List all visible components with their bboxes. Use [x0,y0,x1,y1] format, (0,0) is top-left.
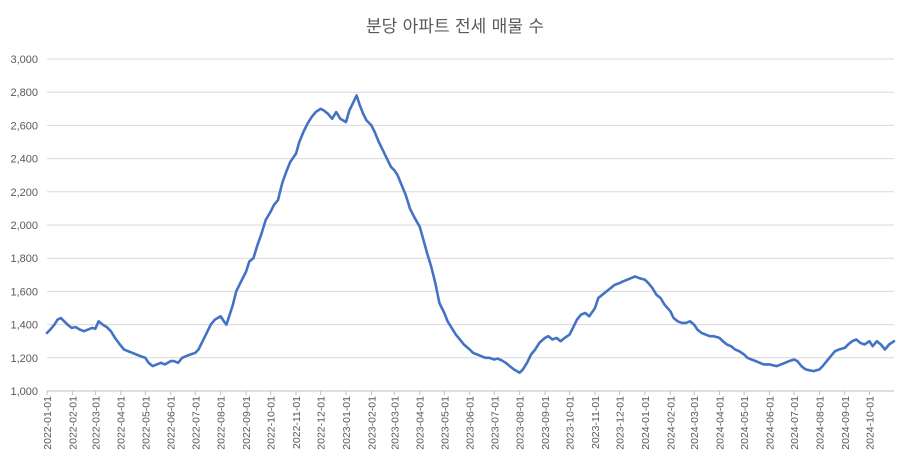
x-tick-label: 2022-09-01 [241,396,253,450]
x-tick-label: 2024-07-01 [789,396,801,450]
x-tick-label: 2024-04-01 [715,396,727,450]
x-tick-label: 2023-11-01 [590,396,602,449]
x-tick-label: 2022-12-01 [316,396,328,450]
x-tick-label: 2023-03-01 [389,396,401,450]
x-tick-label: 2023-09-01 [540,396,552,450]
x-tick-label: 2022-11-01 [291,396,303,449]
y-tick-label: 2,200 [10,187,38,199]
x-tick-label: 2023-10-01 [565,396,577,450]
series-line [45,94,896,374]
x-tick-label: 2023-06-01 [465,396,477,450]
x-tick-label: 2024-02-01 [665,396,677,450]
x-tick-label: 2024-06-01 [764,396,776,450]
y-tick-label: 1,400 [10,320,38,332]
x-tick-label: 2023-02-01 [366,396,378,450]
gridlines [47,58,894,359]
y-tick-label: 2,600 [10,120,38,132]
x-tick-label: 2023-12-01 [615,396,627,450]
x-tick-label: 2024-09-01 [840,396,852,450]
x-tick-label: 2023-01-01 [341,396,353,450]
x-tick-label: 2024-08-01 [814,396,826,450]
series-layer [45,94,896,374]
x-tick-label: 2023-07-01 [489,396,501,450]
x-tick-label: 2024-05-01 [739,396,751,450]
x-tick-label: 2022-10-01 [266,396,278,450]
x-tick-label: 2024-10-01 [864,396,876,450]
y-tick-label: 1,000 [10,386,38,398]
y-tick-label: 1,800 [10,253,38,265]
y-tick-label: 1,600 [10,286,38,298]
x-tick-label: 2022-04-01 [116,396,128,450]
x-tick-label: 2022-08-01 [216,396,228,450]
x-tick-label: 2023-05-01 [439,396,451,450]
x-tick-label: 2022-01-01 [42,396,54,450]
y-tick-label: 2,800 [10,87,38,99]
x-tick-label: 2023-04-01 [415,396,427,450]
x-tick-label: 2022-07-01 [190,396,202,450]
x-tick-label: 2022-05-01 [140,396,152,450]
y-tick-label: 1,200 [10,353,38,365]
x-tick-label: 2023-08-01 [515,396,527,450]
x-tick-label: 2024-01-01 [640,396,652,450]
y-tick-label: 2,400 [10,154,38,166]
x-tick-label: 2022-06-01 [166,396,178,450]
x-axis-tick-labels: 2022-01-01 2022-02-01 2022-03-01 2022-04-01… [42,391,876,450]
x-tick-label: 2024-03-01 [689,396,701,450]
y-tick-label: 2,000 [10,220,38,232]
x-tick-label: 2022-02-01 [67,396,79,450]
x-tick-label: 2022-03-01 [90,396,102,450]
y-axis-tick-labels: 1,000 1,200 1,400 1,600 1,800 2,000 2,200 2,400… [10,54,38,398]
chart-title: 분당 아파트 전세 매물 수 [366,17,544,37]
y-tick-label: 3,000 [10,54,38,66]
